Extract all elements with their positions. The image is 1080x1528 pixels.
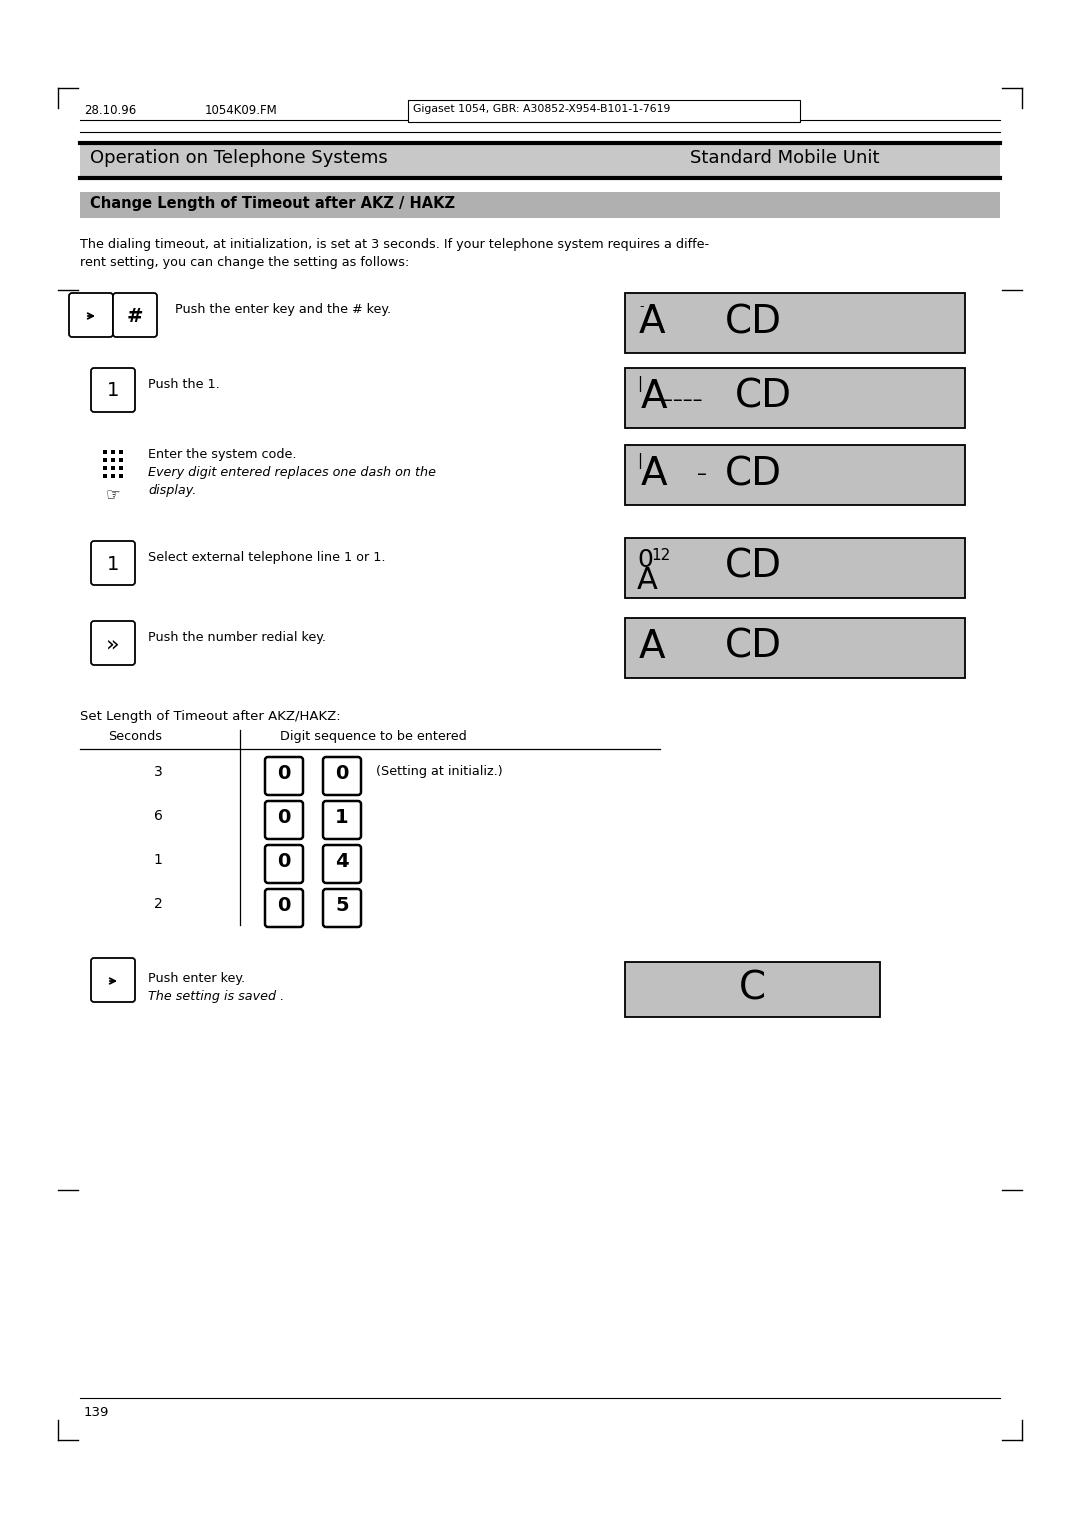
Text: CD: CD	[725, 628, 782, 666]
Bar	[111, 451, 114, 454]
Text: 0: 0	[278, 853, 291, 871]
FancyBboxPatch shape	[323, 889, 361, 927]
Text: rent setting, you can change the setting as follows:: rent setting, you can change the setting…	[80, 257, 409, 269]
Text: 1: 1	[107, 555, 119, 573]
FancyBboxPatch shape	[113, 293, 157, 338]
FancyBboxPatch shape	[323, 845, 361, 883]
Text: Set Length of Timeout after AKZ/HAKZ:: Set Length of Timeout after AKZ/HAKZ:	[80, 711, 340, 723]
Text: 0: 0	[278, 895, 291, 915]
Text: A: A	[642, 455, 667, 494]
FancyBboxPatch shape	[91, 368, 135, 413]
Text: Push enter key.: Push enter key.	[148, 972, 245, 986]
Bar	[103, 451, 107, 454]
Text: »: »	[106, 634, 120, 654]
Bar	[111, 458, 114, 461]
Text: Gigaset 1054, GBR: A30852-X954-B101-1-7619: Gigaset 1054, GBR: A30852-X954-B101-1-76…	[413, 104, 671, 115]
Text: Standard Mobile Unit: Standard Mobile Unit	[690, 150, 879, 167]
Text: 1: 1	[107, 382, 119, 400]
Text: Change Length of Timeout after AKZ / HAKZ: Change Length of Timeout after AKZ / HAK…	[90, 196, 455, 211]
Bar	[408, 99, 800, 122]
Text: –: –	[697, 465, 707, 484]
Bar	[119, 474, 123, 478]
Text: Push the 1.: Push the 1.	[148, 377, 219, 391]
Text: A: A	[639, 303, 665, 341]
FancyBboxPatch shape	[323, 756, 361, 795]
FancyBboxPatch shape	[91, 620, 135, 665]
Bar	[625, 538, 966, 597]
Text: 0: 0	[335, 764, 349, 782]
Text: 4: 4	[335, 853, 349, 871]
Text: 1054K09.FM: 1054K09.FM	[205, 104, 278, 118]
FancyBboxPatch shape	[323, 801, 361, 839]
FancyBboxPatch shape	[91, 541, 135, 585]
Bar	[625, 617, 966, 678]
Bar	[111, 466, 114, 471]
FancyBboxPatch shape	[265, 845, 303, 883]
Text: 12: 12	[651, 549, 671, 562]
Text: A: A	[637, 565, 658, 594]
Text: 139: 139	[84, 1406, 109, 1420]
Text: 6: 6	[153, 808, 162, 824]
Text: 5: 5	[335, 895, 349, 915]
Text: 2: 2	[153, 897, 162, 911]
Text: The dialing timeout, at initialization, is set at 3 seconds. If your telephone s: The dialing timeout, at initialization, …	[80, 238, 710, 251]
Bar	[80, 144, 1000, 177]
Bar	[625, 368, 966, 428]
Bar	[119, 451, 123, 454]
Text: A: A	[639, 628, 665, 666]
Bar	[80, 193, 1000, 219]
Text: |: |	[637, 376, 643, 393]
Text: 0: 0	[637, 549, 653, 571]
FancyBboxPatch shape	[265, 801, 303, 839]
Text: 1: 1	[153, 853, 162, 866]
Text: The setting is saved .: The setting is saved .	[148, 990, 284, 1002]
Text: Operation on Telephone Systems: Operation on Telephone Systems	[90, 150, 388, 167]
Text: CD: CD	[735, 377, 792, 416]
Text: 1: 1	[335, 808, 349, 827]
Text: #: #	[126, 307, 144, 325]
Text: Every digit entered replaces one dash on the: Every digit entered replaces one dash on…	[148, 466, 436, 478]
Bar	[625, 293, 966, 353]
Text: Enter the system code.: Enter the system code.	[148, 448, 297, 461]
Text: A: A	[642, 377, 667, 416]
Text: (Setting at initializ.): (Setting at initializ.)	[376, 766, 502, 778]
Bar	[103, 458, 107, 461]
Text: Seconds: Seconds	[108, 730, 162, 743]
Bar	[111, 474, 114, 478]
Text: CD: CD	[725, 549, 782, 587]
Bar	[625, 445, 966, 504]
Text: 0: 0	[278, 808, 291, 827]
Text: 0: 0	[278, 764, 291, 782]
Text: Push the enter key and the # key.: Push the enter key and the # key.	[175, 303, 391, 315]
Bar	[119, 458, 123, 461]
Bar	[103, 474, 107, 478]
Text: C: C	[739, 970, 766, 1008]
Text: Push the number redial key.: Push the number redial key.	[148, 631, 326, 643]
Text: ☞: ☞	[106, 486, 121, 504]
Text: ––––: ––––	[663, 391, 702, 410]
Text: CD: CD	[725, 303, 782, 341]
Text: display.: display.	[148, 484, 197, 497]
Text: CD: CD	[725, 455, 782, 494]
Text: 28.10.96: 28.10.96	[84, 104, 136, 118]
Text: |: |	[637, 452, 643, 469]
FancyBboxPatch shape	[265, 889, 303, 927]
Bar	[119, 466, 123, 471]
Text: Digit sequence to be entered: Digit sequence to be entered	[280, 730, 467, 743]
FancyBboxPatch shape	[91, 958, 135, 1002]
Bar	[625, 963, 880, 1018]
FancyBboxPatch shape	[265, 756, 303, 795]
Text: -: -	[639, 299, 644, 313]
FancyBboxPatch shape	[69, 293, 113, 338]
Bar	[103, 466, 107, 471]
Text: Select external telephone line 1 or 1.: Select external telephone line 1 or 1.	[148, 550, 386, 564]
Text: 3: 3	[153, 766, 162, 779]
